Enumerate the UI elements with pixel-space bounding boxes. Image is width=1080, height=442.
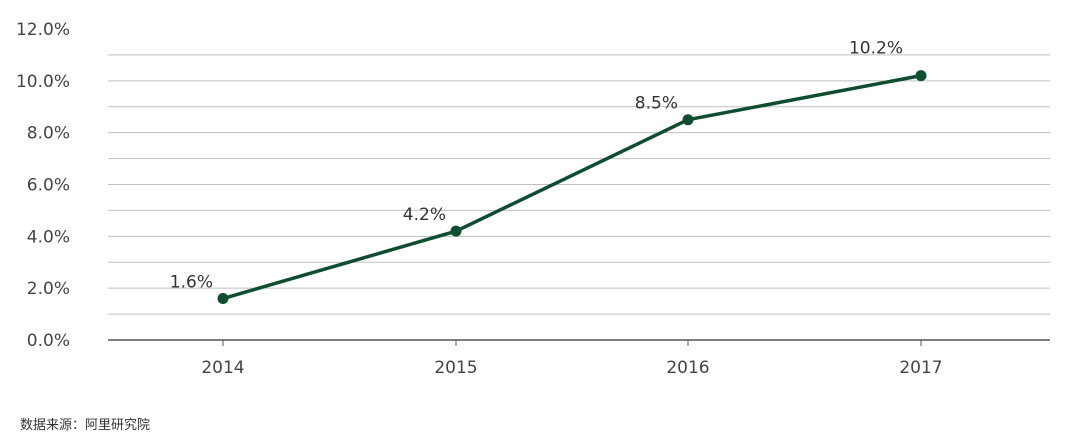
gridlines xyxy=(108,54,1050,315)
data-labels: 1.6% 4.2% 8.5% 10.2% xyxy=(170,39,903,293)
data-label: 1.6% xyxy=(170,273,213,293)
y-tick-label: 10.0% xyxy=(16,72,70,92)
y-tick-label: 2.0% xyxy=(27,279,70,299)
y-tick-label: 0.0% xyxy=(27,331,70,351)
data-label: 10.2% xyxy=(849,39,903,59)
data-point xyxy=(217,293,229,305)
line-chart: 0.0%2.0%4.0%6.0%8.0%10.0%12.0% 2014 2015 2… xyxy=(16,20,1050,378)
series-line xyxy=(221,73,923,301)
y-tick-label: 6.0% xyxy=(27,176,70,196)
y-tick-label: 8.0% xyxy=(27,124,70,144)
source-note: 数据来源：阿里研究院 xyxy=(20,418,151,433)
y-axis: 0.0% 2.0% 4.0% 6.0% 8.0% 10.0% 12.0% xyxy=(16,20,70,351)
x-tick-label: 2014 xyxy=(201,358,244,378)
data-label: 8.5% xyxy=(635,94,678,114)
data-point xyxy=(682,114,694,126)
data-point xyxy=(915,70,927,82)
y-tick-label: 4.0% xyxy=(27,227,70,247)
x-tick-label: 2015 xyxy=(434,358,477,378)
x-tick-label: 2017 xyxy=(899,358,942,378)
y-tick-label: 12.0% xyxy=(16,20,70,40)
x-tick-label: 2016 xyxy=(666,358,709,378)
series xyxy=(217,70,927,305)
x-axis: 2014 2015 2016 2017 xyxy=(108,339,1050,378)
data-point xyxy=(450,225,462,237)
data-label: 4.2% xyxy=(403,205,446,225)
